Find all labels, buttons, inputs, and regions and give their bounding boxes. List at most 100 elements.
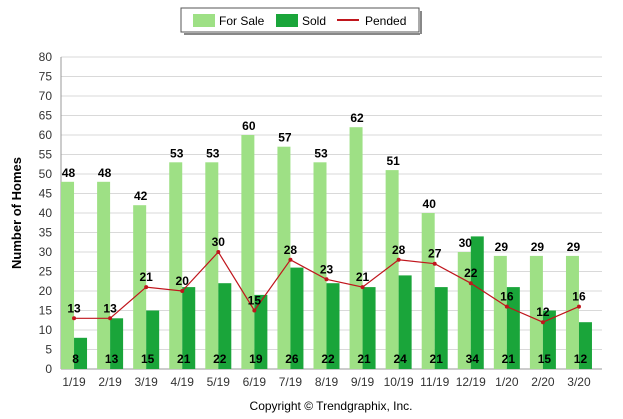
pended-point	[540, 320, 545, 325]
data-label-sold: 15	[141, 352, 155, 366]
bar-sold	[110, 318, 124, 369]
data-label-pended: 16	[572, 290, 586, 304]
for-sale-bars	[61, 127, 579, 369]
data-label-sold: 22	[213, 352, 227, 366]
data-label-for-sale: 53	[170, 146, 184, 160]
data-label-for-sale: 30	[459, 236, 473, 250]
bar-for-sale	[205, 162, 219, 369]
pended-point	[324, 277, 329, 282]
bar-for-sale	[61, 181, 75, 369]
bar-sold	[434, 287, 448, 369]
y-tick-label: 20	[39, 284, 53, 298]
pended-point	[216, 250, 221, 254]
y-tick-label: 5	[45, 343, 52, 357]
x-tick-label: 9/19	[351, 375, 375, 389]
y-tick-label: 15	[39, 304, 53, 318]
x-axis-ticks: 1/19 2/19 3/19 4/19 5/19 6/19 7/19 8/19 9/19 10/1…	[62, 375, 591, 389]
pended-line	[72, 250, 581, 325]
bar-sold	[362, 287, 376, 369]
pended-point	[180, 289, 185, 293]
data-label-pended: 15	[248, 294, 262, 308]
data-label-sold: 21	[177, 352, 191, 366]
data-label-sold: 26	[285, 352, 299, 366]
x-tick-label: 2/20	[531, 375, 555, 389]
bar-for-sale	[97, 181, 111, 369]
bar-sold	[542, 310, 556, 369]
bar-sold	[218, 283, 232, 369]
data-label-pended: 20	[176, 274, 190, 288]
y-tick-label: 80	[39, 50, 53, 64]
data-label-pended: 27	[428, 247, 442, 261]
x-tick-label: 12/19	[456, 375, 486, 389]
pended-point	[504, 304, 509, 309]
data-label-for-sale: 48	[98, 166, 112, 180]
sold-bars	[74, 236, 592, 369]
bar-sold	[470, 236, 484, 369]
y-axis-label: Number of Homes	[9, 157, 24, 269]
data-label-sold: 8	[72, 352, 79, 366]
legend-label-sold: Sold	[302, 14, 326, 28]
legend-swatch-sold	[276, 14, 298, 27]
data-label-for-sale: 62	[350, 111, 364, 125]
data-label-pended: 16	[500, 290, 514, 304]
bar-sold	[254, 294, 268, 369]
bar-for-sale	[565, 255, 579, 369]
y-tick-label: 60	[39, 128, 53, 142]
y-tick-label: 70	[39, 89, 53, 103]
x-tick-label: 1/20	[495, 375, 519, 389]
pended-point	[576, 304, 581, 309]
copyright-footer: Copyright © Trendgraphix, Inc.	[250, 399, 413, 413]
x-tick-label: 8/19	[315, 375, 339, 389]
x-tick-label: 3/19	[134, 375, 158, 389]
data-label-pended: 21	[139, 270, 153, 284]
data-label-pended: 28	[284, 243, 298, 257]
bar-sold	[578, 322, 592, 369]
y-axis-ticks: 0 5 10 15 20 25 30 35 40 45 50 55 60 65 70 75 80	[39, 50, 53, 376]
bar-for-sale	[493, 255, 507, 369]
data-label-sold: 21	[357, 352, 371, 366]
bar-for-sale	[313, 162, 327, 369]
data-label-sold: 21	[430, 352, 444, 366]
y-tick-label: 0	[45, 362, 52, 376]
data-label-pended: 13	[103, 301, 117, 315]
pended-point	[360, 285, 365, 290]
pended-point	[108, 316, 113, 321]
x-tick-label: 3/20	[567, 375, 591, 389]
x-tick-label: 5/19	[207, 375, 231, 389]
bar-sold	[146, 310, 160, 369]
bar-sold	[74, 337, 88, 369]
legend: For Sale Sold Pended	[180, 7, 422, 35]
data-label-for-sale: 42	[134, 189, 148, 203]
y-tick-label: 75	[39, 70, 53, 84]
pended-point	[288, 257, 293, 262]
pended-point	[396, 257, 401, 262]
data-label-for-sale: 40	[423, 197, 437, 211]
bar-for-sale	[133, 205, 147, 369]
data-label-for-sale: 48	[62, 166, 76, 180]
x-tick-label: 2/19	[98, 375, 122, 389]
data-label-sold: 21	[502, 352, 516, 366]
bar-sold	[326, 283, 340, 369]
bar-for-sale	[169, 162, 183, 369]
x-tick-label: 1/19	[62, 375, 86, 389]
bar-for-sale	[349, 127, 363, 369]
y-tick-label: 50	[39, 167, 53, 181]
legend-label-for-sale: For Sale	[219, 14, 265, 28]
data-label-for-sale: 53	[314, 146, 328, 160]
data-label-for-sale: 60	[242, 119, 256, 133]
x-tick-label: 6/19	[243, 375, 267, 389]
y-tick-label: 55	[39, 148, 53, 162]
data-label-for-sale: 29	[495, 240, 509, 254]
y-tick-label: 25	[39, 265, 53, 279]
data-label-sold: 15	[538, 352, 552, 366]
y-tick-label: 30	[39, 245, 53, 259]
y-tick-label: 10	[39, 323, 53, 337]
data-label-pended: 22	[464, 266, 478, 280]
y-tick-label: 65	[39, 109, 53, 123]
y-tick-label: 35	[39, 226, 53, 240]
data-label-for-sale: 29	[567, 240, 581, 254]
data-label-for-sale: 57	[278, 131, 292, 145]
pended-point	[468, 281, 473, 286]
data-label-pended: 12	[536, 305, 550, 319]
data-label-sold: 34	[466, 352, 480, 366]
